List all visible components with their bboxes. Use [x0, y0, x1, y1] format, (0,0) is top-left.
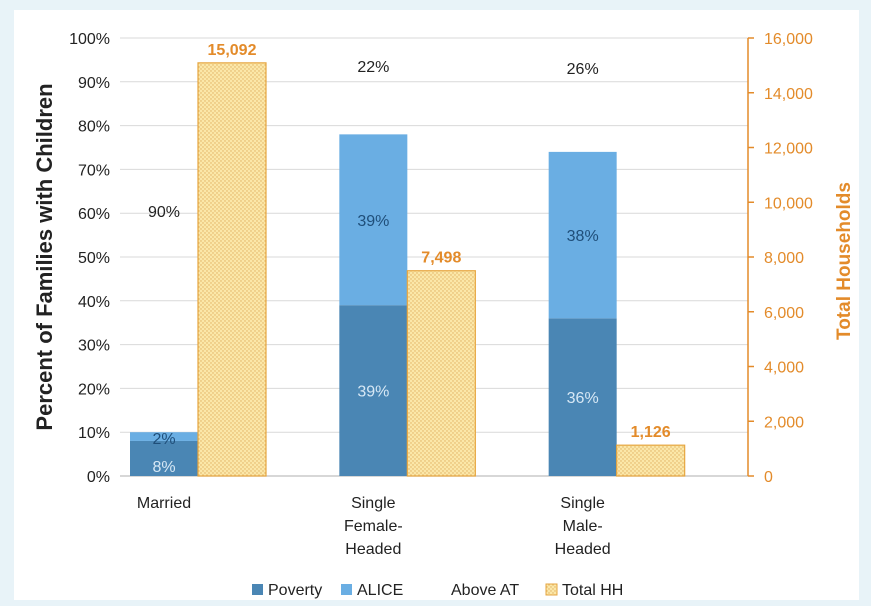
total-hh-data-label: 7,498	[421, 250, 461, 267]
poverty-data-label: 36%	[567, 390, 599, 407]
y-tick-label: 90%	[78, 75, 110, 92]
total-hh-bar	[616, 444, 686, 477]
x-category-label: Headed	[345, 541, 401, 558]
y-tick-label: 50%	[78, 250, 110, 267]
right-tick-label: 10,000	[764, 195, 813, 212]
x-category-label: Headed	[555, 541, 611, 558]
y-tick-label: 10%	[78, 425, 110, 442]
y-axis-title-right: Total Households	[834, 182, 855, 340]
bar-chart: 0% 10% 20% 30% 40% 50% 60% 70% 80% 90% 100% 0 2,000 4…	[32, 31, 855, 599]
alice-bar	[130, 432, 198, 441]
total-hh-bar	[197, 62, 267, 477]
above-at-data-label: 26%	[567, 61, 599, 78]
y-tick-label: 20%	[78, 381, 110, 398]
above-at-legend-label: Above AT	[451, 582, 519, 599]
total-hh-legend-swatch	[545, 583, 558, 596]
total-hh-legend-label: Total HH	[562, 582, 623, 599]
right-tick-label: 6,000	[764, 305, 804, 322]
total-hh-data-label: 1,126	[631, 424, 671, 441]
x-category-label: Single	[351, 495, 396, 512]
right-tick-label: 4,000	[764, 360, 804, 377]
y-tick-label: 40%	[78, 294, 110, 311]
alice-legend-label: ALICE	[357, 582, 403, 599]
right-tick-label: 16,000	[764, 31, 813, 48]
poverty-bar	[548, 318, 617, 476]
right-tick-label: 0	[764, 469, 773, 486]
above-at-data-label: 90%	[148, 204, 180, 221]
total-hh-data-label: 15,092	[208, 42, 257, 59]
right-tick-label: 2,000	[764, 414, 804, 431]
above-at-data-label: 22%	[357, 59, 389, 76]
poverty-bar	[339, 305, 408, 476]
alice-legend-swatch	[341, 584, 352, 595]
y-axis-title: Percent of Families with Children	[32, 83, 57, 430]
right-tick-label: 8,000	[764, 250, 804, 267]
y-tick-label: 60%	[78, 206, 110, 223]
y-tick-label: 100%	[69, 31, 110, 48]
y-tick-label: 0%	[87, 469, 110, 486]
alice-data-label: 2%	[152, 431, 175, 448]
poverty-bar	[130, 440, 198, 476]
y-tick-label: 70%	[78, 162, 110, 179]
y-tick-label: 80%	[78, 119, 110, 136]
poverty-legend-swatch	[252, 584, 263, 595]
poverty-data-label: 39%	[357, 384, 389, 401]
alice-data-label: 39%	[357, 213, 389, 230]
poverty-legend-label: Poverty	[268, 582, 322, 599]
y-tick-label: 30%	[78, 338, 110, 355]
alice-bar	[339, 134, 408, 306]
x-category-label: Married	[137, 495, 191, 512]
alice-bar	[548, 151, 617, 319]
alice-data-label: 38%	[567, 228, 599, 245]
x-category-label: Single	[560, 495, 605, 512]
right-tick-label: 12,000	[764, 141, 813, 158]
x-category-label: Female-	[344, 518, 403, 535]
x-category-label: Male-	[563, 518, 603, 535]
chart-frame: 0% 10% 20% 30% 40% 50% 60% 70% 80% 90% 100% 0 2,000 4…	[14, 10, 859, 600]
total-hh-bar	[406, 270, 476, 477]
poverty-data-label: 8%	[152, 459, 175, 476]
right-tick-label: 14,000	[764, 86, 813, 103]
